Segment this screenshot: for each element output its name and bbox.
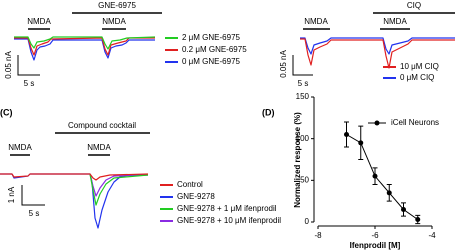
stimulus-label: NMDA	[8, 143, 32, 152]
scale-x-label: 5 s	[298, 79, 309, 88]
trace	[14, 36, 156, 50]
y-tick-label: 50	[300, 175, 309, 184]
y-axis-label: Normalized response (%)	[293, 112, 302, 208]
legend-label: 10 μM CIQ	[400, 62, 439, 71]
panel-b: CIQ NMDA NMDA 0.05 nA 5 s 10 μM CIQ 0 μM …	[279, 1, 455, 88]
scale-y-label: 0.05 nA	[279, 50, 288, 78]
legend-label: 2 μM GNE-6975	[182, 33, 241, 42]
fit-line	[346, 134, 419, 220]
legend-marker	[374, 120, 380, 126]
legend-label: 0 μM GNE-6975	[182, 57, 241, 66]
y-tick-label: 150	[296, 92, 310, 101]
point	[401, 207, 406, 212]
panel-label: (C)	[0, 107, 13, 117]
x-tick-label: -6	[371, 231, 379, 240]
legend-label: GNE-9278 + 10 μM ifenprodil	[177, 216, 281, 225]
compound-label: GNE-6975	[98, 1, 136, 10]
legend-label: iCell Neurons	[391, 118, 439, 127]
legend-label: 0 μM CIQ	[400, 73, 434, 82]
scale-bar	[292, 55, 313, 76]
x-axis-label: Ifenprodil [M]	[350, 241, 401, 250]
trace	[89, 173, 149, 206]
scale-x-label: 5 s	[29, 209, 40, 218]
stimulus-label: NMDA	[27, 17, 51, 26]
y-tick-label: 100	[296, 134, 310, 143]
panel-a: GNE-6975 NMDA NMDA 0.05 nA 5 s 2 μM GNE-…	[4, 1, 247, 88]
x-tick-label: -8	[314, 231, 322, 240]
trace	[0, 173, 148, 229]
scale-bar	[17, 55, 40, 76]
point	[344, 132, 349, 137]
compound-label: Compound cocktail	[68, 121, 136, 130]
stimulus-label: NMDA	[102, 17, 126, 26]
panel-label: (D)	[262, 107, 275, 117]
legend-label: GNE-9278 + 1 μM ifenprodil	[177, 204, 277, 213]
scale-y-label: 0.05 nA	[4, 51, 13, 79]
stimulus-label: NMDA	[87, 143, 111, 152]
stimulus-label: NMDA	[383, 17, 407, 26]
scale-x-label: 5 s	[24, 79, 35, 88]
panel-d: (D) Normalized response (%) Ifenprodil […	[262, 92, 439, 250]
legend-label: 0.2 μM GNE-6975	[182, 45, 247, 54]
legend: Control GNE-9278 GNE-9278 + 1 μM ifenprodi…	[160, 180, 281, 225]
panel-c: (C) Compound cocktail NMDA NMDA 1 nA 5 s…	[0, 107, 281, 229]
trace	[14, 38, 155, 61]
point	[415, 217, 421, 222]
trace	[89, 173, 149, 197]
point	[386, 190, 392, 196]
trace	[300, 37, 455, 55]
legend-label: Control	[177, 180, 203, 189]
legend-label: GNE-9278	[177, 192, 215, 201]
stimulus-label: NMDA	[304, 17, 328, 26]
trace	[14, 37, 155, 56]
point	[358, 140, 364, 146]
compound-label: CIQ	[407, 1, 421, 10]
point	[372, 173, 378, 179]
trace	[0, 173, 149, 181]
trace	[300, 38, 455, 69]
x-tick-label: -4	[428, 231, 436, 240]
legend: 2 μM GNE-6975 0.2 μM GNE-6975 0 μM GNE-697…	[165, 33, 247, 66]
scale-y-label: 1 nA	[7, 186, 16, 203]
legend: 10 μM CIQ 0 μM CIQ	[383, 62, 439, 82]
y-tick-label: 0	[305, 217, 310, 226]
scale-bar	[21, 185, 45, 206]
